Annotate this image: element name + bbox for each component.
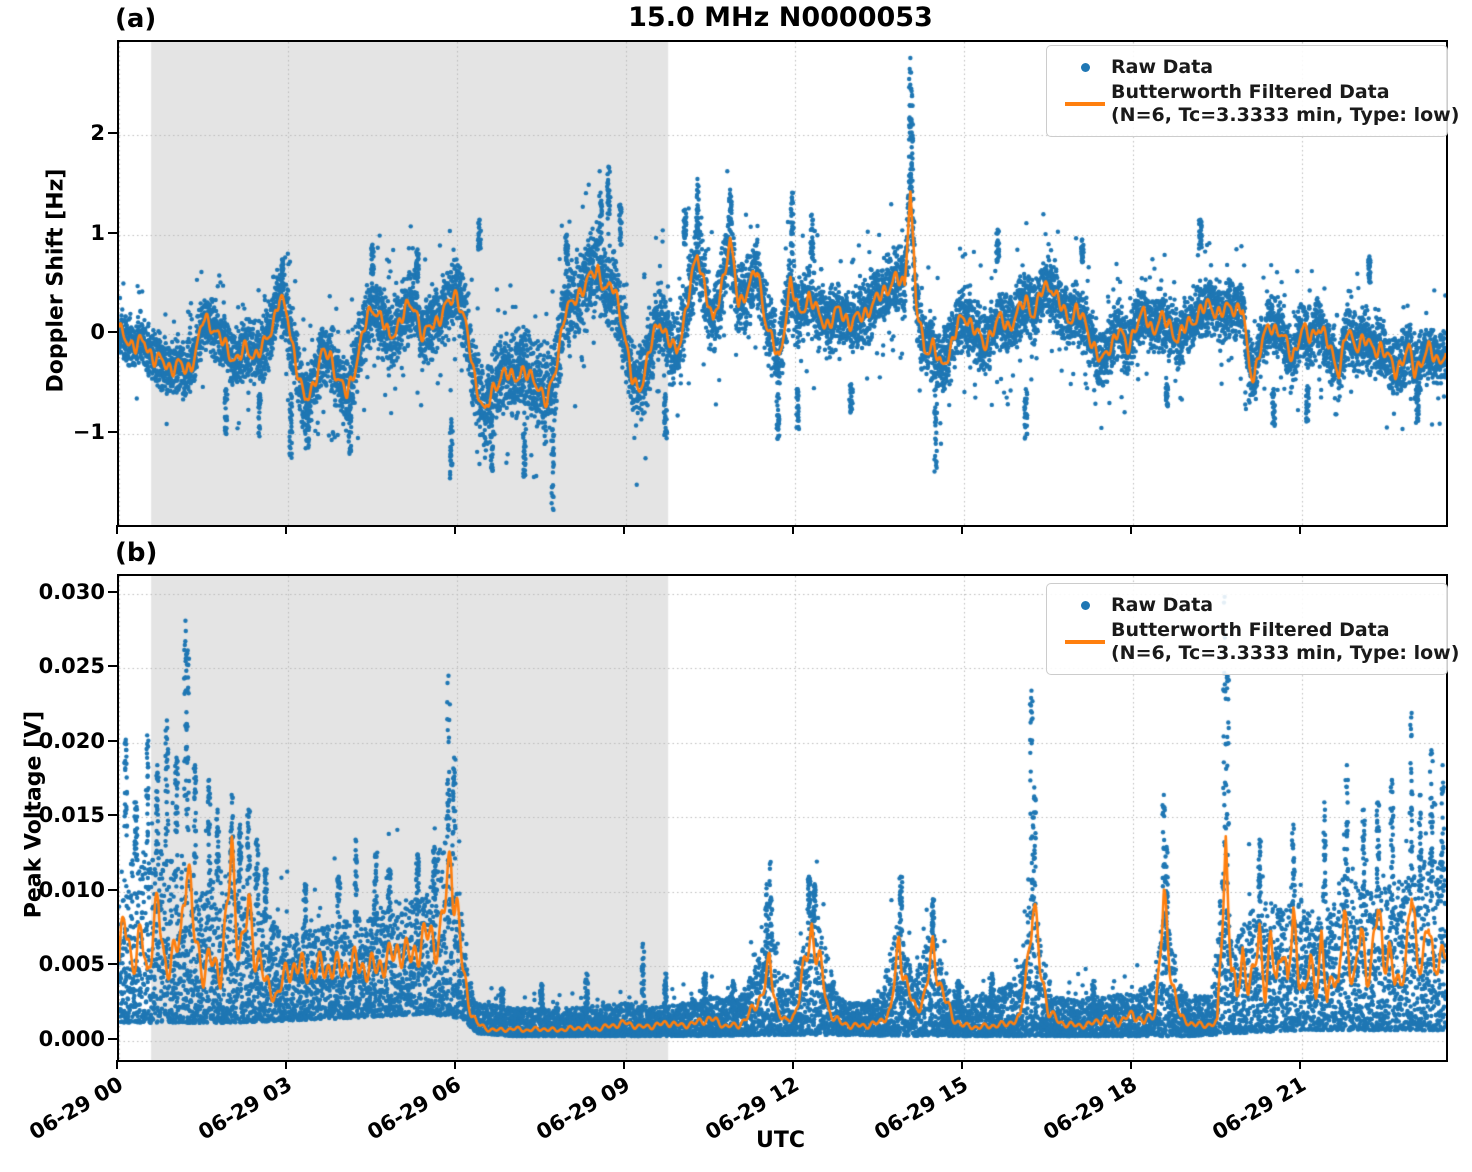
y-tick-mark [108, 331, 117, 334]
legend-filtered-label-line2: (N=6, Tc=3.3333 min, Type: low) [1111, 103, 1460, 126]
y-tick-mark [108, 665, 117, 668]
y-tick-label: 0.010 [38, 877, 105, 902]
legend-raw-label: Raw Data [1111, 56, 1214, 78]
y-tick-label: 0.015 [38, 803, 105, 828]
legend-item-filtered: Butterworth Filtered Data (N=6, Tc=3.333… [1059, 80, 1459, 127]
x-tick-mark [284, 525, 287, 534]
x-tick-label: 06-29 03 [194, 1072, 296, 1145]
y-tick-mark [108, 888, 117, 891]
x-tick-mark [960, 1060, 963, 1069]
x-tick-mark [284, 1060, 287, 1069]
x-axis-label: UTC [755, 1128, 806, 1153]
x-tick-mark [1129, 1060, 1132, 1069]
y-tick-label: 0.000 [38, 1026, 105, 1051]
y-tick-label: 0.020 [38, 728, 105, 753]
x-tick-label: 06-29 00 [25, 1072, 127, 1145]
x-tick-label: 06-29 21 [1207, 1072, 1310, 1145]
x-tick-label: 06-29 18 [1039, 1072, 1141, 1145]
y-tick-label: −1 [72, 420, 105, 445]
y-tick-label: 0.030 [38, 579, 105, 604]
panel-b-tag: (b) [115, 538, 158, 568]
x-tick-label: 06-29 06 [363, 1072, 465, 1145]
legend-item-raw: Raw Data [1059, 594, 1437, 617]
x-tick-mark [1298, 525, 1301, 534]
x-tick-mark [791, 1060, 794, 1069]
panel-a-tag: (a) [115, 4, 157, 34]
y-tick-mark [108, 1037, 117, 1040]
y-tick-label: 0 [90, 320, 105, 345]
x-tick-mark [453, 525, 456, 534]
x-tick-mark [1298, 1060, 1301, 1069]
raw-data-dot-icon [1080, 62, 1090, 72]
y-tick-mark [108, 814, 117, 817]
chart-title: 15.0 MHz N0000053 [628, 2, 933, 33]
legend-filtered-label-line1: Butterworth Filtered Data [1111, 80, 1390, 103]
raw-data-dot-icon [1080, 600, 1090, 610]
filtered-line-icon [1065, 639, 1105, 644]
x-tick-mark [791, 525, 794, 534]
legend-item-filtered: Butterworth Filtered Data (N=6, Tc=3.333… [1059, 618, 1459, 665]
x-tick-mark [1129, 525, 1132, 534]
panel-b-legend: Raw Data Butterworth Filtered Data (N=6,… [1046, 583, 1459, 676]
x-tick-mark [622, 1060, 625, 1069]
y-tick-label: 0.005 [38, 952, 105, 977]
y-tick-mark [108, 963, 117, 966]
y-tick-mark [108, 131, 117, 134]
y-tick-label: 2 [90, 120, 105, 145]
y-tick-mark [108, 590, 117, 593]
y-tick-label: 0.025 [38, 654, 105, 679]
y-tick-mark [108, 231, 117, 234]
x-tick-mark [960, 525, 963, 534]
y-tick-mark [108, 739, 117, 742]
y-tick-label: 1 [90, 220, 105, 245]
legend-filtered-label-line2: (N=6, Tc=3.3333 min, Type: low) [1111, 641, 1460, 664]
x-tick-mark [453, 1060, 456, 1069]
x-tick-mark [116, 525, 118, 534]
y-tick-mark [108, 431, 117, 434]
legend-raw-label: Raw Data [1111, 594, 1214, 616]
x-tick-mark [116, 1060, 118, 1069]
x-tick-label: 06-29 09 [532, 1072, 634, 1145]
legend-filtered-label-line1: Butterworth Filtered Data [1111, 618, 1390, 641]
x-tick-label: 06-29 15 [870, 1072, 972, 1145]
filtered-line-icon [1065, 101, 1105, 106]
x-tick-mark [622, 525, 625, 534]
x-tick-label: 06-29 12 [701, 1072, 803, 1145]
legend-item-raw: Raw Data [1059, 56, 1437, 79]
panel-a-legend: Raw Data Butterworth Filtered Data (N=6,… [1046, 45, 1459, 138]
